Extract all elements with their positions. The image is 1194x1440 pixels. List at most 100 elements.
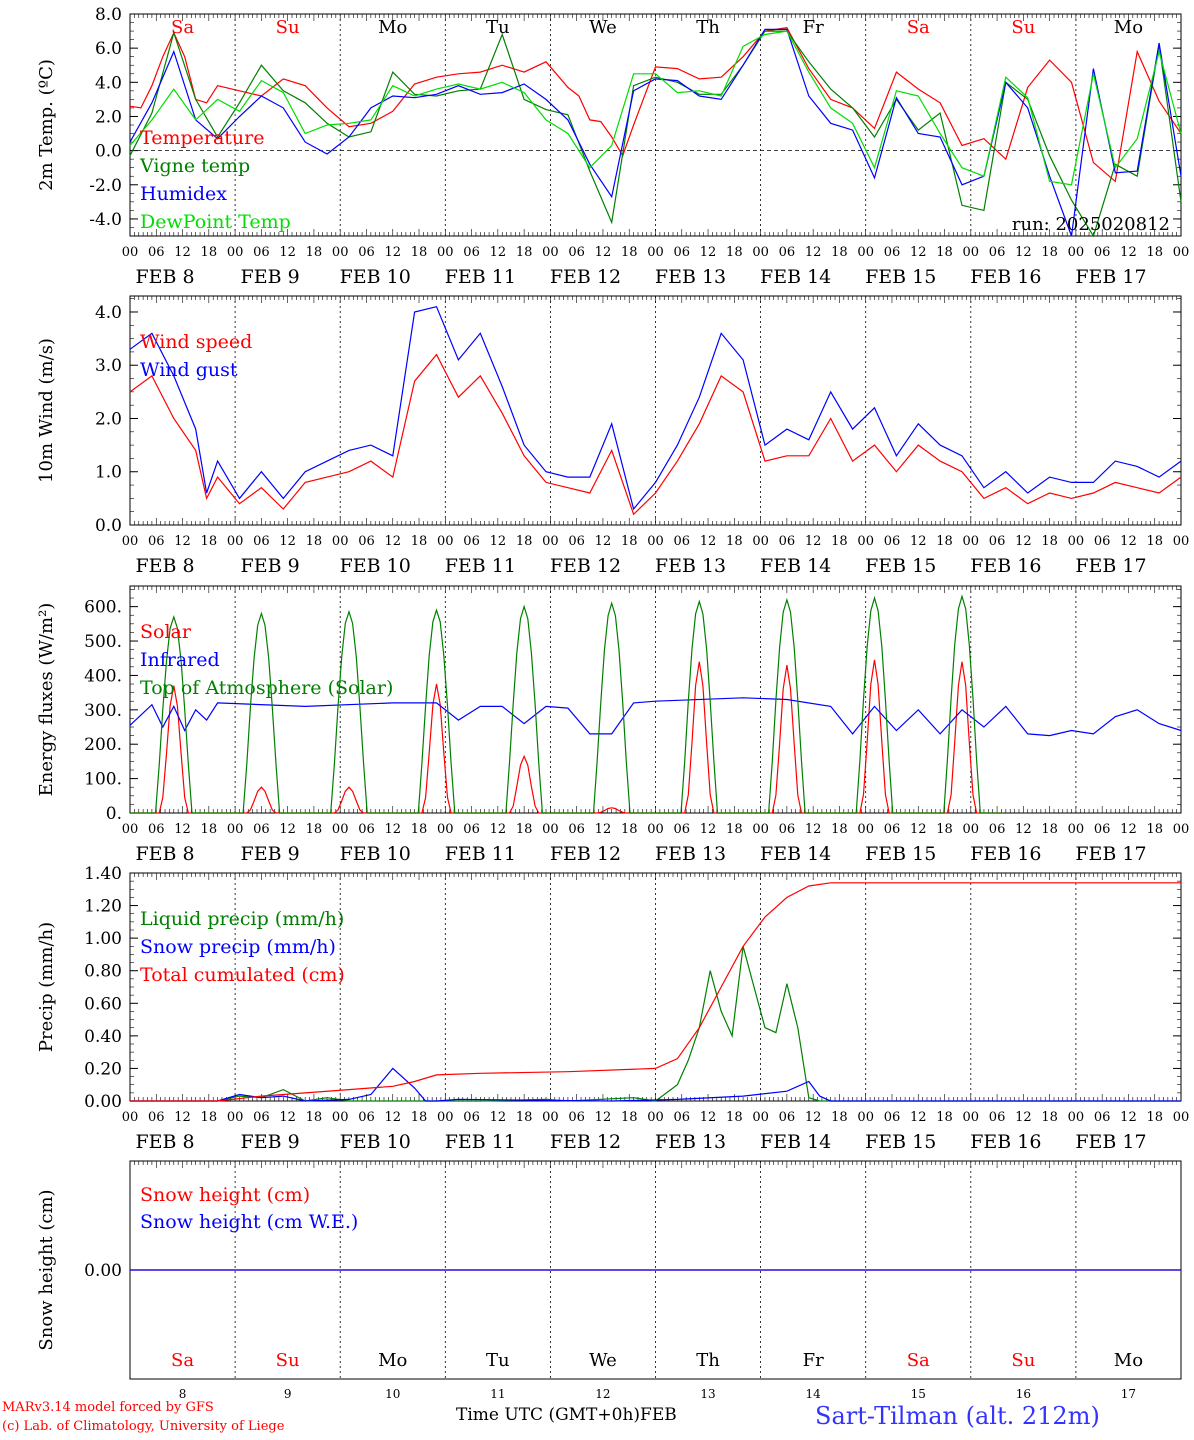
day-number-label: 16 <box>1016 1387 1031 1401</box>
hour-tick-label: 18 <box>1041 1110 1058 1125</box>
date-label: FEB 15 <box>865 1131 936 1153</box>
legend-entry: Infrared <box>140 649 220 671</box>
y-tick-label: 2.0 <box>95 107 122 127</box>
hour-tick-label: 06 <box>989 534 1006 549</box>
day-number-label: 15 <box>911 1387 926 1401</box>
hour-tick-label: 18 <box>201 1110 218 1125</box>
series-line-temperature <box>129 27 1182 183</box>
hour-tick-label: 12 <box>805 534 822 549</box>
hour-tick-label: 06 <box>568 1110 585 1125</box>
hour-tick-label: 00 <box>963 822 980 837</box>
hour-tick-label: 18 <box>411 822 428 837</box>
hour-tick-label: 12 <box>490 1110 507 1125</box>
meteogram-svg: -4.0 -2.0 0.0 2.0 4.0 6.0 8.0 2m Temp. (ºC) Temp… <box>36 5 1189 1401</box>
hour-tick-label: 06 <box>148 1110 165 1125</box>
date-label: FEB 11 <box>445 555 516 577</box>
y-tick-label: 0.40 <box>84 1027 122 1047</box>
hour-tick-label: 06 <box>358 1110 375 1125</box>
hour-tick-label: 18 <box>831 534 848 549</box>
date-label: FEB 14 <box>760 555 831 577</box>
hour-tick-label: 00 <box>857 534 874 549</box>
run-label: run: 2025020812 <box>1012 214 1170 235</box>
hour-tick-label: 00 <box>963 534 980 549</box>
date-label: FEB 13 <box>655 266 726 288</box>
day-name-label: Sa <box>171 17 194 38</box>
legend-entry: Top of Atmosphere (Solar) <box>140 677 393 699</box>
hour-tick-label: 18 <box>621 822 638 837</box>
hour-tick-label: 12 <box>595 1110 612 1125</box>
y-tick-label: 1.00 <box>84 929 122 949</box>
hour-tick-label: 00 <box>647 1110 664 1125</box>
hour-tick-label: 00 <box>1068 1110 1085 1125</box>
hour-tick-label: 12 <box>1120 822 1137 837</box>
hour-tick-label: 06 <box>1094 534 1111 549</box>
y-tick-label: 4.0 <box>95 73 122 93</box>
hour-tick-label: 06 <box>884 1110 901 1125</box>
day-name-label: Tu <box>486 1350 510 1371</box>
series-line-snow-precip-mm-h- <box>130 1067 1181 1102</box>
hour-tick-label: 18 <box>1041 822 1058 837</box>
hour-tick-label: 18 <box>411 245 428 260</box>
hour-tick-label: 00 <box>437 245 454 260</box>
hour-tick-label: 06 <box>358 534 375 549</box>
date-label: FEB 11 <box>445 266 516 288</box>
hour-tick-label: 18 <box>1146 245 1163 260</box>
hour-tick-label: 12 <box>805 245 822 260</box>
day-name-label: Tu <box>486 17 510 38</box>
hour-tick-label: 06 <box>884 245 901 260</box>
hour-tick-label: 18 <box>1041 534 1058 549</box>
y-tick-label: -2.0 <box>89 176 122 196</box>
day-number-label: 17 <box>1121 1387 1136 1401</box>
hour-tick-label: 06 <box>884 534 901 549</box>
legend-entry: Total cumulated (cm) <box>140 964 345 986</box>
y-tick-label: 400. <box>84 666 122 686</box>
hour-tick-label: 12 <box>805 822 822 837</box>
date-label: FEB 8 <box>135 555 194 577</box>
hour-tick-label: 18 <box>621 245 638 260</box>
hour-tick-label: 18 <box>306 822 323 837</box>
hour-tick-label: 06 <box>463 245 480 260</box>
series-line-dewpoint-temp <box>129 30 1182 186</box>
y-tick-label: 300. <box>84 701 122 721</box>
hour-tick-label: 18 <box>726 1110 743 1125</box>
hour-tick-label: 06 <box>989 245 1006 260</box>
legend-entry: Snow precip (mm/h) <box>140 936 336 958</box>
hour-tick-label: 18 <box>936 534 953 549</box>
y-tick-label: 2.0 <box>95 409 122 429</box>
day-name-label: Fr <box>803 1350 824 1371</box>
y-tick-label: 1.0 <box>95 463 122 483</box>
hour-tick-label: 18 <box>411 1110 428 1125</box>
hour-tick-label: 18 <box>831 245 848 260</box>
hour-tick-label: 00 <box>1068 534 1085 549</box>
hour-tick-label: 06 <box>253 1110 270 1125</box>
hour-tick-label: 06 <box>674 822 691 837</box>
y-tick-label: 100. <box>84 770 122 790</box>
hour-tick-label: 18 <box>1146 534 1163 549</box>
date-label: FEB 9 <box>241 1131 300 1153</box>
hour-tick-label: 00 <box>227 534 244 549</box>
time-axis-label: Time UTC (GMT+0h)FEB <box>456 1405 677 1425</box>
hour-tick-label: 18 <box>621 1110 638 1125</box>
hour-tick-label: 00 <box>122 245 139 260</box>
day-number-label: 10 <box>385 1387 400 1401</box>
hour-tick-label: 18 <box>1041 245 1058 260</box>
y-tick-label: 1.40 <box>84 864 122 884</box>
date-label: FEB 13 <box>655 1131 726 1153</box>
hour-tick-label: 12 <box>700 1110 717 1125</box>
hour-tick-label: 06 <box>674 534 691 549</box>
time-axis-text: Time UTC (GMT+0h) <box>456 1405 641 1425</box>
hour-tick-label: 12 <box>384 822 401 837</box>
date-label: FEB 8 <box>135 843 194 865</box>
date-label: FEB 14 <box>760 1131 831 1153</box>
hour-tick-label: 12 <box>910 534 927 549</box>
hour-tick-label: 12 <box>700 245 717 260</box>
date-label: FEB 15 <box>865 843 936 865</box>
day-name-label: Sa <box>907 1350 930 1371</box>
hour-tick-label: 00 <box>542 1110 559 1125</box>
model-credit: MARv3.14 model forced by GFS <box>2 1400 214 1415</box>
date-label: FEB 16 <box>970 1131 1041 1153</box>
date-label: FEB 14 <box>760 843 831 865</box>
date-label: FEB 8 <box>135 1131 194 1153</box>
hour-tick-label: 06 <box>148 534 165 549</box>
